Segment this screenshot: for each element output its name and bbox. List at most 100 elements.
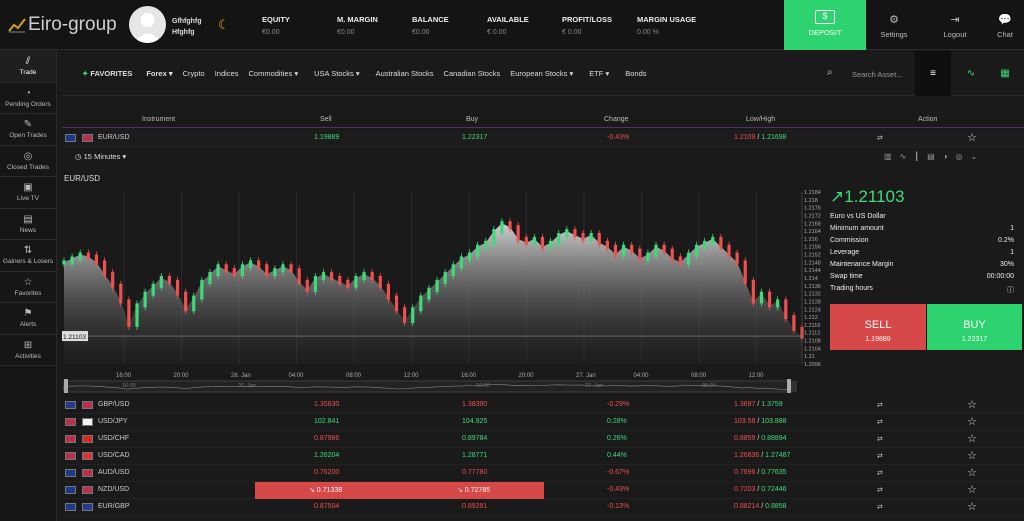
timeframe-select[interactable]: ◷ 15 Minutes ▾ [75, 152, 126, 161]
sidebar-item-alerts[interactable]: ⚑ Alerts [0, 303, 56, 335]
trade-icon[interactable]: ⇄ [877, 436, 883, 443]
sidebar-label: Pending Orders [5, 100, 51, 108]
category-bonds[interactable]: Bonds [625, 68, 647, 78]
trade-icon[interactable]: ⇄ [877, 402, 883, 409]
buy-price[interactable]: 1.22317 [462, 134, 488, 141]
flag-usd-icon [65, 418, 76, 426]
category-commodities[interactable]: Commodities ▾ [248, 69, 298, 78]
table-row[interactable]: EUR/GBP 0.87504 0.89281 -0.13% 0.88214 / 0.8… [62, 499, 1024, 516]
sidebar-item-closed-trades[interactable]: ◎ Closed Trades [0, 146, 56, 177]
settings-button[interactable]: ⚙ Settings [874, 13, 914, 39]
buy-price[interactable]: 0.89784 [462, 435, 488, 442]
selected-row[interactable]: EUR/USD 1.19889 1.22317 -0.43% 1.2109 / … [62, 130, 1024, 148]
sell-price[interactable]: 0.76200 [314, 469, 340, 476]
favorite-star-icon[interactable]: ☆ [967, 450, 977, 462]
brand-logo[interactable]: Eiro-group [8, 14, 117, 36]
candle-icon[interactable]: ┃ [914, 152, 928, 161]
grid-icon: ▦ [1000, 68, 1010, 79]
category-label: European Stocks [510, 68, 568, 78]
buy-price[interactable]: ↘ 0.72785 [457, 487, 491, 494]
favorite-star-icon[interactable]: ☆ [967, 416, 977, 428]
sidebar-item-live-tv[interactable]: ▣ Live TV [0, 177, 56, 209]
table-row[interactable]: USD/CHF 0.87986 0.89784 0.26% 0.8859 / 0.888… [62, 431, 1024, 448]
sidebar-item-trade[interactable]: ⫽ Trade [0, 51, 56, 83]
search-input[interactable]: Search Asset... [852, 70, 903, 79]
sidebar-item-gainers-losers[interactable]: ⇅ Gainers & Losers [0, 240, 56, 272]
bars-icon[interactable]: ▤ [927, 152, 943, 161]
sell-price[interactable]: 1.35630 [314, 401, 340, 408]
table-row[interactable]: USD/CAD 1.26204 1.28771 0.44% 1.26836 / 1.27… [62, 448, 1024, 465]
category-european-stocks[interactable]: European Stocks ▾ [510, 69, 573, 78]
table-row[interactable]: NZD/USD ↘ 0.71338 ↘ 0.72785 -0.43% 0.7203 / … [62, 482, 1024, 499]
sell-price[interactable]: 1.19889 [314, 134, 340, 141]
deposit-button[interactable]: $ DEPOSIT [784, 0, 866, 50]
sidebar-item-open-trades[interactable]: ✎ Open Trades [0, 114, 56, 146]
chart-type-icon[interactable]: ▥ [884, 152, 900, 161]
favorite-star-icon[interactable]: ☆ [967, 399, 977, 411]
trade-icon[interactable]: ⇄ [877, 504, 883, 511]
category-etf[interactable]: ETF ▾ [589, 69, 609, 78]
trade-icon[interactable]: ⇄ [877, 470, 883, 477]
trade-icon[interactable]: ⇄ [877, 135, 883, 142]
view-chart-button[interactable]: ∿ [953, 51, 989, 96]
sidebar-item-pending-orders[interactable]: ◔ Pending Orders [0, 83, 56, 114]
sell-price[interactable]: 102.841 [314, 418, 340, 425]
chevron-down-icon[interactable]: ⌄ [970, 152, 986, 161]
indicators-icon[interactable]: ◎ [955, 152, 971, 161]
category-canadian-stocks[interactable]: Canadian Stocks [443, 68, 501, 78]
category-crypto[interactable]: Crypto [182, 68, 205, 78]
favorite-star-icon[interactable]: ☆ [967, 484, 977, 496]
sidebar-item-favorites[interactable]: ☆ Favorites [0, 272, 56, 303]
instrument-name: EUR/GBP [98, 503, 130, 510]
buy-price[interactable]: 0.77780 [462, 469, 488, 476]
table-row[interactable]: AUD/USD 0.76200 0.77780 -0.67% 0.7696 / 0.77… [62, 465, 1024, 482]
buy-price[interactable]: 0.89281 [462, 503, 488, 510]
navigator-scroll-right[interactable] [791, 381, 797, 392]
info-row: Leverage 1 [830, 249, 1022, 261]
favorite-star-icon[interactable]: ☆ [967, 433, 977, 445]
sell-button[interactable]: SELL 1.19889 [830, 304, 926, 350]
line-chart-icon[interactable]: ∿ [899, 152, 915, 161]
table-row[interactable]: GBP/USD 1.35630 1.38390 -0.29% 1.3697 / 1.37… [62, 397, 1024, 414]
avatar[interactable] [129, 6, 166, 43]
trade-icon[interactable]: ⇄ [877, 487, 883, 494]
navigator-handle-right[interactable] [787, 379, 791, 393]
logout-button[interactable]: ⇥ Logout [935, 13, 975, 39]
favorite-star-icon[interactable]: ☆ [967, 467, 977, 479]
sidebar-item-news[interactable]: ▤ News [0, 209, 56, 240]
category-australian-stocks[interactable]: Australian Stocks [375, 68, 434, 78]
category-forex[interactable]: Forex ▾ [146, 69, 172, 78]
contrast-icon[interactable]: ◑ [942, 152, 956, 161]
flag-gbp-icon [82, 503, 93, 511]
trade-icon[interactable]: ⇄ [877, 453, 883, 460]
view-grid-button[interactable]: ▦ [987, 51, 1023, 96]
search-icon[interactable]: ⌕ [827, 67, 833, 78]
favorite-star-icon[interactable]: ☆ [967, 132, 977, 144]
table-row[interactable]: USD/JPY 102.841 104.925 0.28% 103.58 / 103.8… [62, 414, 1024, 431]
buy-price[interactable]: 1.38390 [462, 401, 488, 408]
theme-toggle-moon-icon[interactable]: ☾ [218, 17, 230, 32]
sidebar-item-activities[interactable]: ⊞ Activities [0, 335, 56, 366]
navigator-handle-left[interactable] [64, 379, 68, 393]
price-chart[interactable]: EUR/USD 1.21103 1.2184 1.218 1.2176 1.2172 1.2… [62, 150, 1024, 393]
favorites-tab[interactable]: ✦ FAVORITES [82, 69, 132, 78]
category-indices[interactable]: Indices [214, 68, 239, 78]
category-usa-stocks[interactable]: USA Stocks ▾ [314, 69, 359, 78]
sell-price[interactable]: 0.87986 [314, 435, 340, 442]
buy-price[interactable]: 1.28771 [462, 452, 488, 459]
favorite-star-icon[interactable]: ☆ [967, 501, 977, 513]
trade-icon[interactable]: ⇄ [877, 419, 883, 426]
stat-value: € 0.00 [487, 29, 507, 36]
candle-body [403, 307, 407, 323]
sell-price[interactable]: ↘ 0.71338 [309, 487, 343, 494]
chat-button[interactable]: 💬 Chat [985, 13, 1024, 39]
navigator[interactable] [63, 380, 791, 393]
sell-price[interactable]: 1.26204 [314, 452, 340, 459]
buy-button[interactable]: BUY 1.22317 [927, 304, 1022, 350]
category-label: Forex [146, 68, 167, 78]
info-icon[interactable]: ⓘ [1007, 287, 1014, 294]
buy-price[interactable]: 104.925 [462, 418, 488, 425]
view-list-button[interactable]: ≡ [915, 51, 951, 96]
sell-price[interactable]: 0.87504 [314, 503, 340, 510]
